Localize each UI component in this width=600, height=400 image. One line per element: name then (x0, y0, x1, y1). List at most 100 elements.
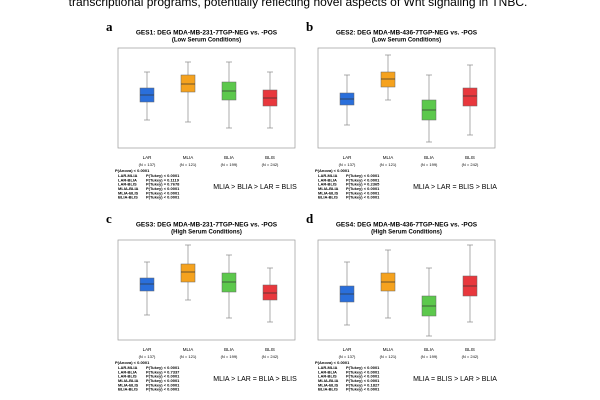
stat-p: P(Tukey) < 0.0001 (146, 190, 180, 195)
stat-p: P(Tukey) < 0.0001 (146, 382, 180, 387)
category-label: LAR (343, 155, 353, 160)
comparison: MLIA > BLIA > LAR = BLIS (213, 184, 297, 191)
count-label: (N = 137) (139, 354, 156, 359)
count-label: (N = 121) (180, 162, 197, 167)
caption: transcriptional programs, potentially re… (69, 0, 528, 9)
count-label: (N = 121) (380, 162, 397, 167)
category-label: MLIA (383, 347, 394, 352)
stat-pair: MLIA-BLIA (118, 378, 139, 383)
box (139, 277, 155, 292)
stat-pair: BLIA-BLIS (318, 195, 338, 200)
stat-pair: LAR-BLIA (318, 369, 337, 374)
stat-pair: LAR-BLIA (118, 369, 137, 374)
count-label: (N = 242) (462, 354, 479, 359)
panel-title: GES4: DEG MDA-MB-436-7TGP-NEG vs. -POS (336, 222, 478, 229)
stat-p: P(Tukey) < 0.0001 (346, 177, 380, 182)
stat-pair: LAR-BLIS (118, 374, 137, 379)
stat-p: P(Tukey) < 0.0001 (146, 374, 180, 379)
category-label: BLIA (424, 347, 434, 352)
count-label: (N = 121) (380, 354, 397, 359)
category-label: BLIS (265, 155, 275, 160)
stat-pair: MLIA-BLIS (318, 190, 339, 195)
comparison: MLIA > LAR = BLIS > BLIA (413, 184, 497, 191)
stat-pair: MLIA-BLIA (118, 186, 139, 191)
stat-p: P(Tukey) < 0.0001 (346, 369, 380, 374)
category-label: BLIS (465, 347, 475, 352)
panel-letter: c (106, 211, 112, 226)
plot-frame (117, 47, 296, 149)
stat-p: P(Tukey) = 0.2365 (346, 182, 380, 187)
stat-p: P(Tukey) < 0.0001 (146, 387, 180, 392)
stat-pair: MLIA-BLIS (318, 382, 339, 387)
count-label: (N = 199) (421, 354, 438, 359)
category-label: MLIA (383, 155, 394, 160)
category-label: BLIA (224, 347, 234, 352)
category-label: BLIS (265, 347, 275, 352)
panel-subtitle: (High Serum Conditions) (171, 230, 242, 236)
stat-p: P(Tukey) < 0.0001 (346, 387, 380, 392)
category-label: BLIA (424, 155, 434, 160)
stat-pair: MLIA-BLIA (318, 378, 339, 383)
count-label: (N = 121) (180, 354, 197, 359)
stat-p: P(Tukey) < 0.0001 (346, 365, 380, 370)
plot-frame (317, 47, 496, 149)
box (462, 87, 478, 107)
box (180, 74, 196, 93)
stat-p: P(Tukey) < 0.0001 (346, 378, 380, 383)
panel-title: GES2: DEG MDA-MB-436-7TGP-NEG vs. -POS (336, 30, 478, 37)
stat-pair: LAR-BLIS (318, 374, 337, 379)
count-label: (N = 137) (339, 354, 356, 359)
panel-letter: a (106, 19, 113, 34)
stat-p: P(Tukey) < 0.0001 (146, 195, 180, 200)
stat-p: P(Tukey) < 0.0001 (346, 195, 380, 200)
count-label: (N = 242) (462, 162, 479, 167)
panel-title: GES3: DEG MDA-MB-231-7TGP-NEG vs. -POS (136, 222, 278, 229)
stat-pair: LAR-MLIA (318, 365, 337, 370)
count-label: (N = 242) (262, 162, 279, 167)
stat-pair: LAR-BLIA (318, 177, 337, 182)
panel-title: GES1: DEG MDA-MB-231-7TGP-NEG vs. -POS (136, 30, 278, 37)
anova: P(Anova) < 0.0001 (115, 360, 150, 365)
stat-pair: BLIA-BLIS (118, 387, 138, 392)
anova: P(Anova) < 0.0001 (315, 360, 350, 365)
comparison: MLIA > LAR = BLIA > BLIS (213, 376, 297, 383)
count-label: (N = 199) (221, 162, 238, 167)
stat-pair: BLIA-BLIS (118, 195, 138, 200)
plot-frame (317, 239, 496, 341)
stat-p: P(Tukey) < 0.0001 (146, 173, 180, 178)
box (262, 284, 278, 301)
category-label: LAR (343, 347, 353, 352)
stat-p: P(Tukey) = 0.7337 (146, 369, 180, 374)
stat-pair: LAR-BLIA (118, 177, 137, 182)
panel-subtitle: (Low Serum Conditions) (172, 38, 241, 44)
stat-pair: MLIA-BLIS (118, 190, 139, 195)
stat-p: P(Tukey) < 0.0001 (146, 186, 180, 191)
box (380, 71, 396, 88)
stat-p: P(Tukey) < 0.0001 (146, 378, 180, 383)
stat-p: P(Tukey) = 0.7678 (146, 182, 180, 187)
count-label: (N = 137) (339, 162, 356, 167)
stat-pair: MLIA-BLIS (118, 382, 139, 387)
panel-letter: d (306, 211, 314, 226)
count-label: (N = 137) (139, 162, 156, 167)
plot-frame (117, 239, 296, 341)
stat-p: P(Tukey) = 0.1827 (346, 382, 380, 387)
category-label: LAR (143, 347, 153, 352)
comparison: MLIA = BLIS > LAR > BLIA (413, 376, 497, 383)
stat-p: P(Tukey) = 0.1119 (146, 177, 180, 182)
stat-p: P(Tukey) < 0.0001 (346, 186, 380, 191)
panel-subtitle: (Low Serum Conditions) (372, 38, 441, 44)
stat-pair: LAR-MLIA (118, 365, 137, 370)
panel-subtitle: (High Serum Conditions) (371, 230, 442, 236)
stat-p: P(Tukey) < 0.0001 (346, 173, 380, 178)
stat-p: P(Tukey) < 0.0001 (346, 190, 380, 195)
category-label: BLIS (465, 155, 475, 160)
stat-pair: LAR-BLIS (118, 182, 137, 187)
stat-pair: LAR-MLIA (118, 173, 137, 178)
count-label: (N = 199) (421, 162, 438, 167)
stat-p: P(Tukey) < 0.0001 (346, 374, 380, 379)
stat-pair: MLIA-BLIA (318, 186, 339, 191)
category-label: MLIA (183, 155, 194, 160)
